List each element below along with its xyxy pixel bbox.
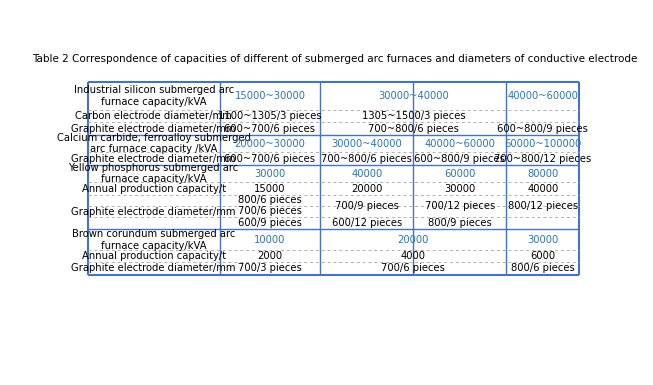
Text: 700/9 pieces: 700/9 pieces [335,201,399,211]
Text: 30000: 30000 [527,235,558,245]
Text: 700~800/6 pieces: 700~800/6 pieces [321,154,412,164]
Text: 10000: 10000 [254,235,285,245]
Text: 700~800/6 pieces: 700~800/6 pieces [368,124,459,134]
Text: 700~800/12 pieces: 700~800/12 pieces [494,154,592,164]
Text: 40000~60000: 40000~60000 [424,139,495,149]
Text: 20000: 20000 [351,184,383,194]
Text: 600/12 pieces: 600/12 pieces [332,218,402,228]
Text: 800/9 pieces: 800/9 pieces [428,218,492,228]
Text: 4000: 4000 [401,251,426,261]
Text: Carbon electrode diameter/mm: Carbon electrode diameter/mm [75,111,232,121]
Text: 600~700/6 pieces: 600~700/6 pieces [225,124,315,134]
Text: Annual production capacity/t: Annual production capacity/t [82,184,226,194]
Text: 15000~30000: 15000~30000 [234,91,306,101]
Text: 80000: 80000 [527,169,558,179]
Text: 800/6 pieces: 800/6 pieces [238,195,302,205]
Text: Yellow phosphorus submerged arc
furnace capacity/kVA: Yellow phosphorus submerged arc furnace … [69,163,239,184]
Text: 30000: 30000 [444,184,475,194]
Text: 40000: 40000 [351,169,383,179]
Text: 700/12 pieces: 700/12 pieces [424,201,495,211]
Text: 1100~1305/3 pieces: 1100~1305/3 pieces [218,111,322,121]
Text: Annual production capacity/t: Annual production capacity/t [82,251,226,261]
Text: 20000~30000: 20000~30000 [234,139,306,149]
Text: 2000: 2000 [257,251,283,261]
Text: Table 2 Correspondence of capacities of different of submerged arc furnaces and : Table 2 Correspondence of capacities of … [31,54,637,64]
Text: Graphite electrode diameter/mm: Graphite electrode diameter/mm [71,207,236,217]
Text: Graphite electrode diameter/mm: Graphite electrode diameter/mm [71,263,236,273]
Text: Graphite electrode diameter/mm: Graphite electrode diameter/mm [71,154,236,164]
Text: 15000: 15000 [254,184,286,194]
Text: Industrial silicon submerged arc
furnace capacity/kVA: Industrial silicon submerged arc furnace… [74,85,234,107]
Text: 30000: 30000 [254,169,285,179]
Text: 30000~40000: 30000~40000 [378,91,449,101]
Text: 600~800/9 pieces: 600~800/9 pieces [498,124,588,134]
Text: 6000: 6000 [530,251,555,261]
Text: 800/12 pieces: 800/12 pieces [507,201,578,211]
Text: 600~700/6 pieces: 600~700/6 pieces [225,154,315,164]
Text: 700/3 pieces: 700/3 pieces [238,263,302,273]
Text: 700/6 pieces: 700/6 pieces [238,206,302,216]
Text: 20000: 20000 [398,235,429,245]
Text: 1305~1500/3 pieces: 1305~1500/3 pieces [362,111,465,121]
Text: Calcium carbide, ferroalloy submerged
arc furnace capacity /kVA: Calcium carbide, ferroalloy submerged ar… [57,133,251,154]
Text: 700/6 pieces: 700/6 pieces [381,263,445,273]
Text: 40000~60000: 40000~60000 [507,91,578,101]
Text: 30000~40000: 30000~40000 [332,139,402,149]
Text: 60000~100000: 60000~100000 [504,139,581,149]
Text: Brown corundum submerged arc
furnace capacity/kVA: Brown corundum submerged arc furnace cap… [72,229,235,251]
Text: 800/6 pieces: 800/6 pieces [511,263,575,273]
Text: 600~800/9 pieces: 600~800/9 pieces [415,154,505,164]
Text: 60000: 60000 [444,169,475,179]
Text: Graphite electrode diameter/mm: Graphite electrode diameter/mm [71,124,236,134]
Text: 600/9 pieces: 600/9 pieces [238,218,302,228]
Text: 40000: 40000 [527,184,558,194]
